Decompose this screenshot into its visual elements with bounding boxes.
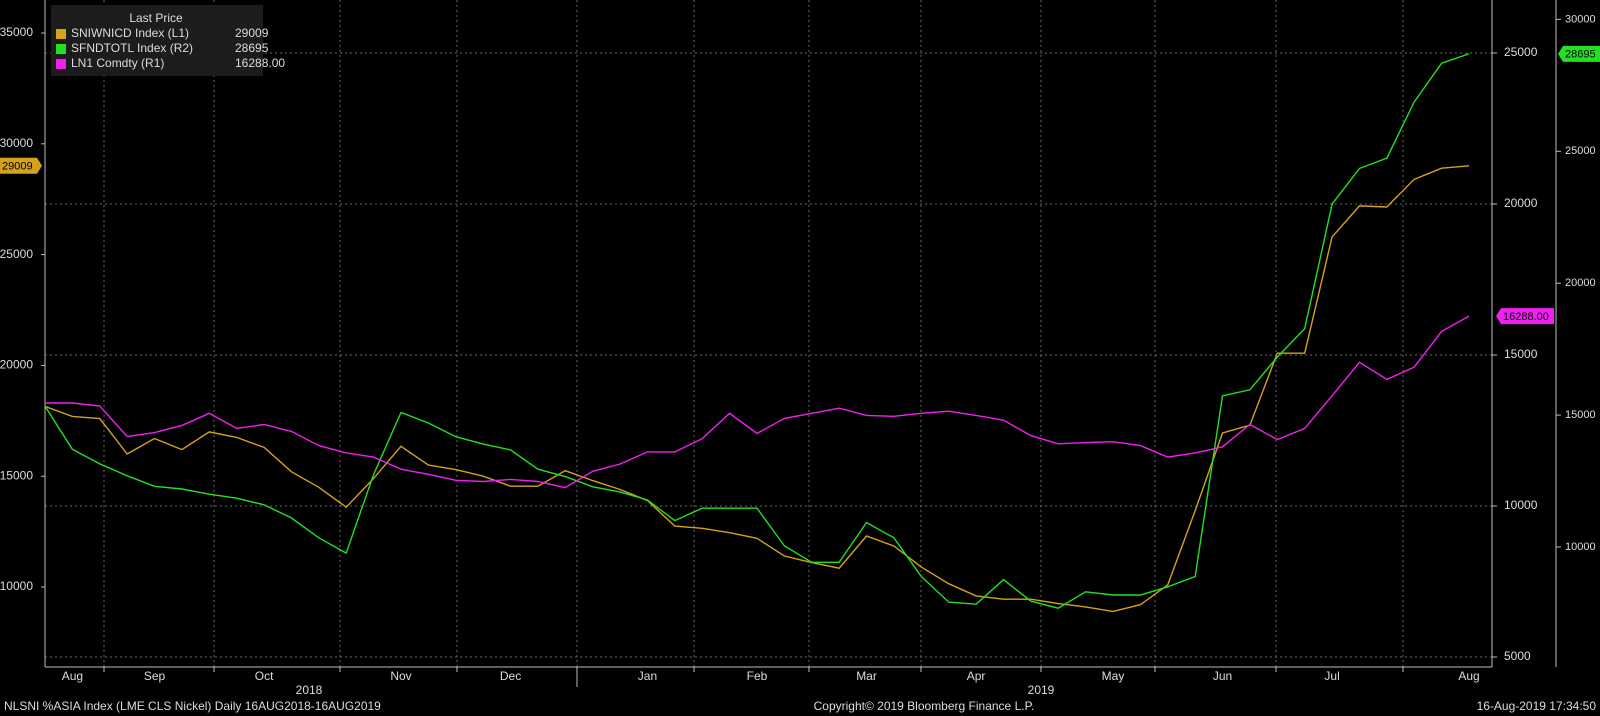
year-label: 2019 <box>1028 683 1055 697</box>
series-line <box>44 165 1470 613</box>
y-tick-label: 30000 <box>0 136 33 150</box>
x-tick-label: Aug <box>62 669 83 683</box>
legend-last-price: 29009 <box>235 26 269 40</box>
last-price-badge <box>1496 308 1554 325</box>
x-tick-label: Jan <box>638 669 657 683</box>
x-tick-label: Jul <box>1324 669 1339 683</box>
series-line <box>45 315 1470 489</box>
last-price-badge <box>0 157 42 174</box>
y2-tick-label: 5000 <box>1504 649 1531 663</box>
legend-box <box>51 5 263 76</box>
y-tick-label: 25000 <box>0 247 33 261</box>
x-tick-label: Feb <box>747 669 768 683</box>
x-tick-label: May <box>1102 669 1125 683</box>
y3-tick-label: 10000 <box>1565 541 1596 553</box>
last-price-badge <box>1558 45 1600 62</box>
y3-tick-label: 30000 <box>1565 13 1596 25</box>
y3-tick-label: 15000 <box>1565 409 1596 421</box>
x-tick-label: Oct <box>255 669 274 683</box>
legend-swatch <box>56 29 66 39</box>
legend-swatch <box>56 59 66 69</box>
last-price-badge-label: 16288.00 <box>1503 311 1549 323</box>
x-tick-label: Mar <box>856 669 877 683</box>
y-tick-label: 15000 <box>0 468 33 482</box>
y-tick-label: 10000 <box>0 579 33 593</box>
legend-swatch <box>56 44 66 54</box>
footer-right: 16-Aug-2019 17:34:50 <box>1477 699 1597 713</box>
x-tick-label: Aug <box>1458 669 1479 683</box>
y3-tick-label: 25000 <box>1565 145 1596 157</box>
footer-center: Copyright© 2019 Bloomberg Finance L.P. <box>814 699 1035 713</box>
year-label: 2018 <box>296 683 323 697</box>
y-tick-label: 35000 <box>0 25 33 39</box>
legend-label: SNIWNICD Index (L1) <box>71 26 189 40</box>
x-tick-label: Sep <box>144 669 166 683</box>
legend-label: SFNDTOTL Index (R2) <box>71 41 193 55</box>
legend-last-price: 16288.00 <box>235 56 285 70</box>
y3-tick-label: 20000 <box>1565 277 1596 289</box>
x-tick-label: Jun <box>1213 669 1232 683</box>
series-line <box>44 53 1470 609</box>
footer-left: NLSNI %ASIA Index (LME CLS Nickel) Daily… <box>4 699 381 713</box>
last-price-badge-label: 29009 <box>2 161 33 173</box>
y2-tick-label: 15000 <box>1504 347 1538 361</box>
legend-last-price: 28695 <box>235 41 269 55</box>
y2-tick-label: 25000 <box>1504 45 1538 59</box>
x-tick-label: Nov <box>390 669 411 683</box>
legend-title: Last Price <box>129 11 183 25</box>
y2-tick-label: 20000 <box>1504 196 1538 210</box>
y-tick-label: 20000 <box>0 358 33 372</box>
x-tick-label: Dec <box>500 669 521 683</box>
y2-tick-label: 10000 <box>1504 498 1538 512</box>
legend-label: LN1 Comdty (R1) <box>71 56 164 70</box>
last-price-badge-label: 28695 <box>1565 49 1596 61</box>
x-tick-label: Apr <box>967 669 986 683</box>
